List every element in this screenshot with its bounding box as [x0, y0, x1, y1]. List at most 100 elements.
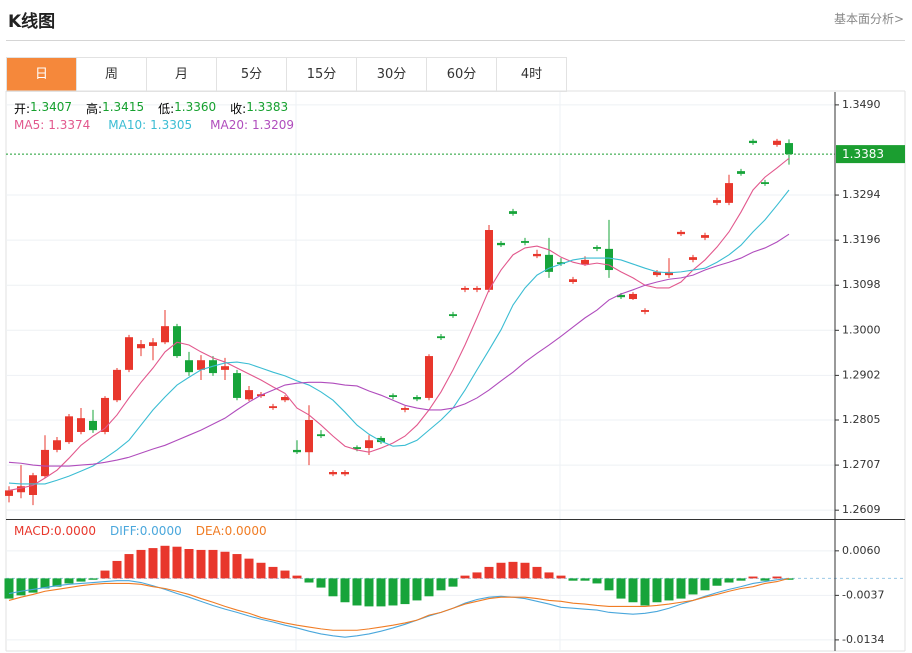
macd-bar: [196, 549, 206, 579]
last-price-label: 1.3383: [842, 147, 884, 161]
candle-body: [365, 440, 373, 449]
candle-body: [509, 211, 517, 214]
macd-bar: [256, 562, 266, 579]
macd-bar: [772, 576, 782, 579]
y-tick-label: -0.0134: [842, 633, 884, 646]
legend-name: MA10:: [108, 118, 147, 132]
macd-bar: [532, 566, 542, 579]
plot-layer: 1.3490 1.3294 1.3196 1.3098 1.3000 1.2902 1.28…: [4, 98, 905, 646]
candle-body: [437, 336, 445, 339]
macd-bar: [700, 578, 710, 591]
candle-body: [89, 420, 97, 431]
candle-body: [665, 271, 673, 276]
candle-body: [281, 397, 289, 401]
readout-value: 1.3415: [102, 100, 145, 114]
macd-line: [8, 577, 790, 638]
candle-body: [449, 314, 457, 317]
macd-bar: [40, 578, 50, 589]
candle-body: [221, 366, 229, 370]
candle-body: [749, 140, 757, 144]
macd-bar: [424, 578, 434, 597]
y-tick-label: 1.3098: [842, 278, 881, 291]
macd-bar: [604, 578, 614, 591]
legend-name: DIFF:: [110, 524, 140, 538]
candle-body: [725, 183, 733, 203]
candle-body: [245, 390, 253, 400]
macd-bar: [748, 576, 758, 579]
candle-body: [137, 344, 145, 349]
legend-name: MA5:: [14, 118, 45, 132]
macd-bar: [724, 578, 734, 583]
candle-body: [761, 182, 769, 185]
macd-bar: [688, 578, 698, 595]
candle-body: [701, 235, 709, 238]
candle-body: [197, 360, 205, 370]
macd-bar: [640, 578, 650, 606]
readout-value: 1.3383: [246, 100, 289, 114]
candle-body: [773, 140, 781, 145]
last-price-tag: [836, 145, 905, 164]
macd-bar: [208, 549, 218, 579]
candle-body: [413, 397, 421, 400]
legend-value: 1.3374: [48, 118, 91, 132]
legend-value: 1.3305: [150, 118, 193, 132]
macd-bar: [736, 578, 746, 581]
macd-bar: [4, 578, 14, 599]
y-tick-label: 1.2707: [842, 458, 881, 471]
legend-name: MACD:: [14, 524, 55, 538]
candle-body: [401, 408, 409, 410]
period-tabs: 日周月 5分 15分 30分 60分 4时: [6, 57, 567, 92]
candle-body: [41, 449, 49, 477]
macd-bar: [556, 575, 566, 579]
macd-bar: [628, 578, 638, 603]
macd-bar: [160, 545, 170, 579]
candle-body: [713, 200, 721, 203]
page-title: K线图: [8, 12, 56, 32]
macd-bar: [580, 578, 590, 581]
macd-bar: [52, 578, 62, 587]
candle-body: [377, 437, 385, 443]
macd-bar: [652, 578, 662, 603]
legend-value: 0.0000: [139, 524, 182, 538]
ma-line: [8, 189, 790, 485]
candle-body: [425, 356, 433, 398]
macd-bar: [508, 561, 518, 579]
candle-body: [389, 395, 397, 398]
candle-body: [641, 310, 649, 312]
period-tab[interactable]: 日: [6, 57, 77, 92]
candle-body: [581, 259, 589, 265]
candle-body: [341, 471, 349, 475]
candle-body: [269, 406, 277, 409]
y-tick-label: 1.3196: [842, 233, 881, 246]
macd-line: [8, 577, 790, 631]
candle-body: [125, 337, 133, 370]
candle-body: [737, 171, 745, 174]
readout-label: 开:: [14, 102, 31, 116]
macd-bar: [184, 549, 194, 579]
macd-bar: [676, 578, 686, 599]
candle-body: [653, 271, 661, 276]
macd-bar: [784, 578, 794, 580]
macd-bar: [28, 578, 38, 593]
macd-bar: [472, 572, 482, 579]
macd-legend: MACD: 0.0000 DIFF: 0.0000 DEA: 0.0000: [14, 524, 281, 538]
candle-body: [317, 434, 325, 437]
macd-bar: [244, 558, 254, 579]
macd-bar: [88, 578, 98, 580]
candle-body: [557, 262, 565, 265]
y-tick-label: 1.2902: [842, 368, 881, 381]
legend-name: MA20:: [210, 118, 248, 132]
y-tick-label: 1.2609: [842, 503, 881, 516]
macd-bar: [412, 578, 422, 601]
candle-body: [53, 440, 61, 450]
candle-body: [689, 257, 697, 260]
y-tick-label: 1.3294: [842, 188, 881, 201]
macd-bar: [400, 578, 410, 605]
fundamental-link[interactable]: 基本面分析>: [833, 12, 904, 26]
legend-name: DEA:: [195, 524, 225, 538]
macd-bar: [232, 554, 242, 579]
candle-body: [617, 294, 625, 298]
candle-body: [17, 486, 25, 493]
